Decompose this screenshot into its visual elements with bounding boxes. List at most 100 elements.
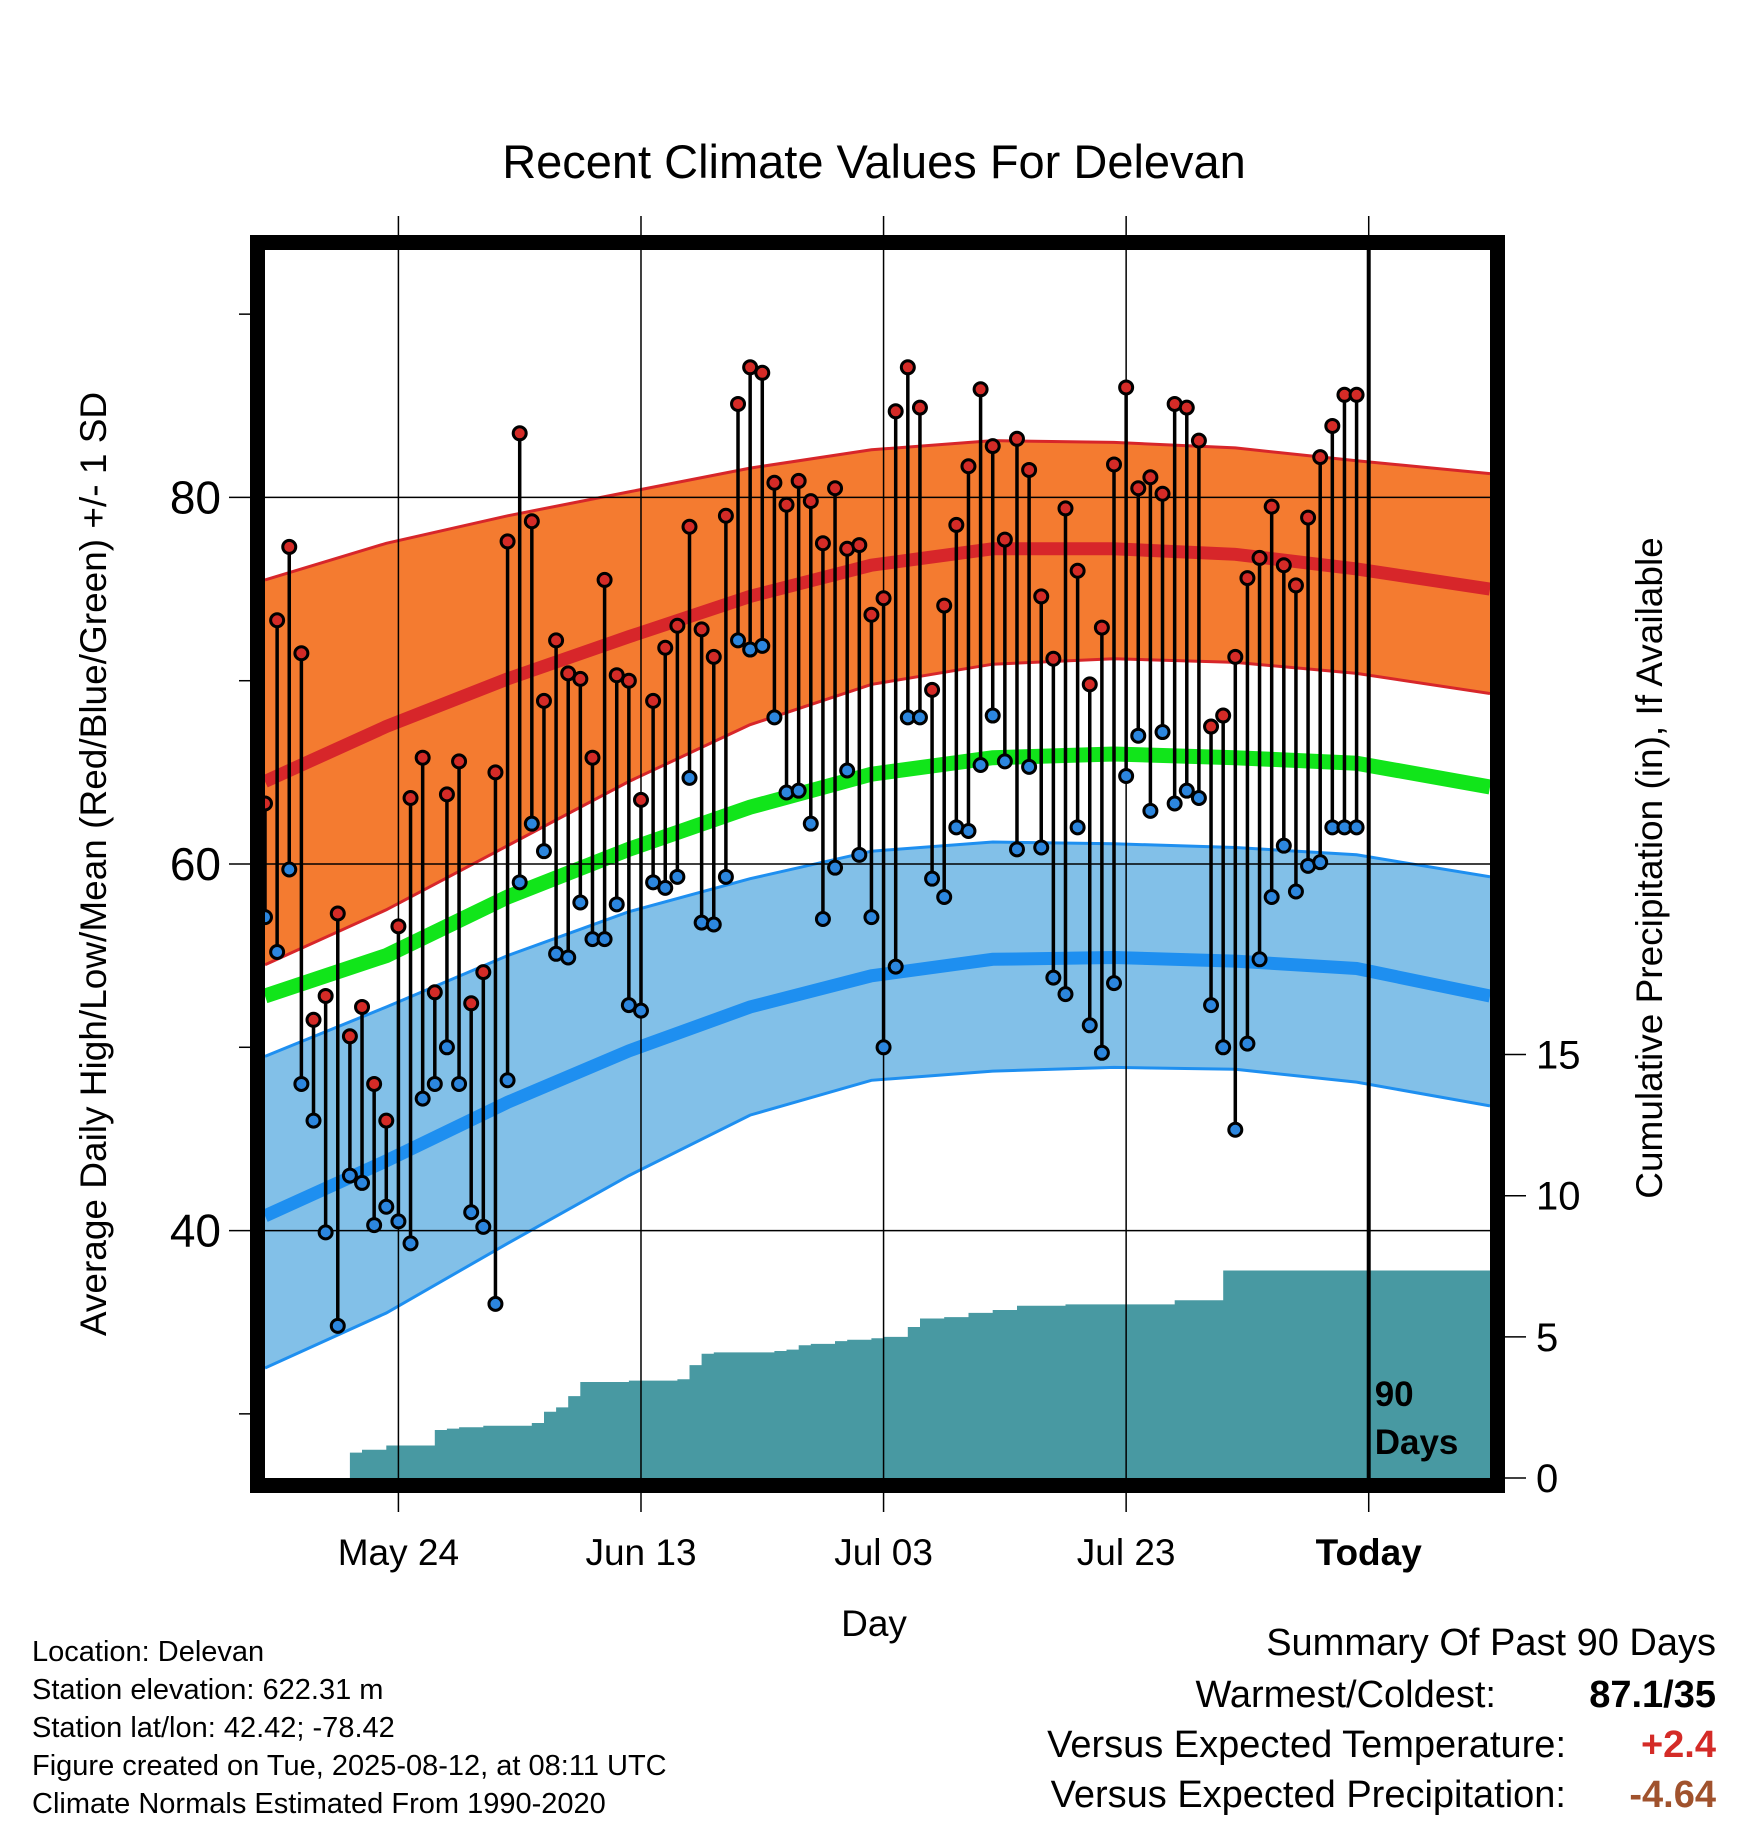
daily-high-point	[1178, 399, 1195, 416]
daily-low-point	[657, 879, 674, 896]
daily-low-point	[924, 870, 941, 887]
daily-high-point	[535, 692, 552, 709]
daily-low-point	[535, 843, 552, 860]
daily-low-point	[887, 958, 904, 975]
daily-high-point	[1239, 570, 1256, 587]
normal-high-line	[265, 542, 1490, 788]
x-tick-label: Jul 23	[1077, 1532, 1176, 1573]
daily-low-point	[717, 868, 734, 885]
daily-high-point	[269, 612, 286, 629]
x-tick-label: Today	[1316, 1532, 1423, 1573]
daily-high-point	[1263, 498, 1280, 515]
daily-high-point	[511, 425, 528, 442]
daily-high-point	[1130, 480, 1147, 497]
daily-low-point	[827, 859, 844, 876]
daily-low-point	[669, 868, 686, 885]
daily-low-point	[1348, 819, 1365, 836]
daily-high-point	[366, 1075, 383, 1092]
daily-low-point	[790, 782, 807, 799]
daily-high-point	[487, 764, 504, 781]
x-tick-label: May 24	[338, 1532, 459, 1573]
daily-low-point	[402, 1235, 419, 1252]
normal-bands-layer	[265, 439, 1490, 1370]
daily-low-point	[1239, 1035, 1256, 1052]
daily-high-point	[657, 639, 674, 656]
daily-high-point	[632, 791, 649, 808]
daily-low-point	[754, 637, 771, 654]
daily-high-point	[681, 518, 698, 535]
daily-low-point	[451, 1075, 468, 1092]
daily-low-point	[960, 823, 977, 840]
temp-anomaly-label: Versus Expected Temperature:	[1047, 1724, 1566, 1766]
y-tick-label: 80	[170, 471, 221, 523]
daily-low-point	[730, 632, 747, 649]
today-days-number: 90	[1375, 1375, 1414, 1414]
daily-high-point	[960, 458, 977, 475]
daily-high-point	[1300, 509, 1317, 526]
daily-high-point	[936, 597, 953, 614]
daily-low-point	[632, 1002, 649, 1019]
daily-high-point	[948, 516, 965, 533]
daily-low-point	[705, 916, 722, 933]
daily-low-point	[1045, 969, 1062, 986]
axes-layer: May 24 Jun 13 Jul 03 Jul 23 Today 40 60 80 0 5 10 1…	[170, 216, 1581, 1573]
daily-high-point	[984, 438, 1001, 455]
daily-high-point	[887, 403, 904, 420]
daily-high-point	[572, 670, 589, 687]
daily-low-point	[1263, 888, 1280, 905]
daily-high-point	[730, 395, 747, 412]
daily-low-point	[414, 1090, 431, 1107]
daily-high-point	[669, 617, 686, 634]
daily-low-point	[972, 757, 989, 774]
daily-high-point	[584, 749, 601, 766]
daily-high-point	[620, 672, 637, 689]
daily-high-point	[402, 790, 419, 807]
daily-low-point	[523, 815, 540, 832]
daily-high-point	[875, 590, 892, 607]
daily-high-point	[1215, 707, 1232, 724]
daily-high-point	[1312, 449, 1329, 466]
daily-high-point	[1057, 500, 1074, 517]
today-days-word: Days	[1375, 1423, 1459, 1462]
y2-tick-label: 10	[1536, 1175, 1581, 1219]
daily-low-point	[560, 949, 577, 966]
daily-high-point	[1142, 469, 1159, 486]
x-axis-label: Day	[841, 1603, 907, 1644]
daily-high-point	[475, 964, 492, 981]
daily-low-point	[1154, 724, 1171, 741]
chart-title: Recent Climate Values For Delevan	[502, 135, 1246, 188]
y-axis-label: Average Daily High/Low/Mean (Red/Blue/Gr…	[73, 392, 114, 1336]
daily-low-point	[1203, 997, 1220, 1014]
daily-low-point	[851, 846, 868, 863]
y-tick-label: 40	[170, 1205, 221, 1257]
daily-low-point	[1178, 782, 1195, 799]
daily-low-point	[317, 1224, 334, 1241]
daily-high-point	[851, 537, 868, 554]
daily-high-point	[305, 1011, 322, 1028]
daily-low-point	[511, 874, 528, 891]
daily-high-point	[705, 648, 722, 665]
daily-low-point	[572, 894, 589, 911]
temp-anomaly-value: +2.4	[1640, 1724, 1716, 1766]
daily-low-point	[1251, 951, 1268, 968]
daily-high-point	[1045, 650, 1062, 667]
daily-low-point	[936, 888, 953, 905]
daily-high-point	[717, 507, 734, 524]
location-text: Location: Delevan	[32, 1636, 265, 1668]
daily-low-point	[681, 769, 698, 786]
daily-low-point	[329, 1317, 346, 1334]
daily-low-point	[766, 709, 783, 726]
normals-text: Climate Normals Estimated From 1990-2020	[32, 1788, 606, 1820]
daily-high-point	[1118, 379, 1135, 396]
daily-high-point	[802, 493, 819, 510]
daily-high-point	[1324, 417, 1341, 434]
daily-high-point	[523, 513, 540, 530]
daily-low-point	[475, 1218, 492, 1235]
daily-high-point	[414, 749, 431, 766]
daily-high-point	[1069, 562, 1086, 579]
daily-high-point	[972, 381, 989, 398]
daily-low-point	[1081, 1017, 1098, 1034]
summary-title: Summary Of Past 90 Days	[1266, 1622, 1716, 1664]
plot-frame	[250, 235, 1505, 1493]
